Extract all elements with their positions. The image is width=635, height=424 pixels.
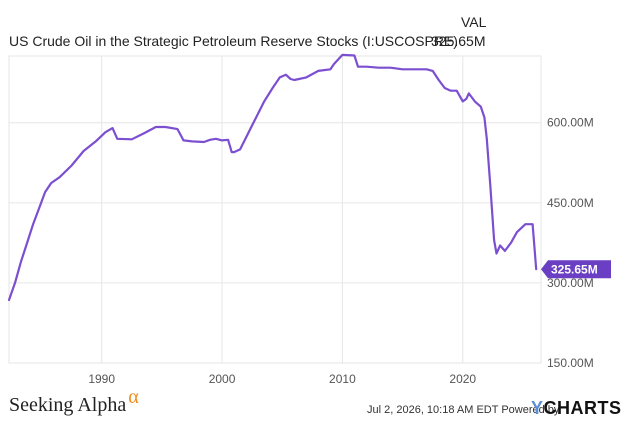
series-layer	[7, 53, 538, 302]
alpha-mark: α	[128, 386, 139, 408]
plot-frame	[8, 55, 542, 364]
value-column-header: VAL	[461, 14, 487, 30]
footer-attribution: Jul 2, 2026, 10:18 AM EDT Powered by	[367, 404, 559, 416]
x-tick-label: 2010	[329, 372, 356, 386]
x-tick-label: 2020	[449, 372, 476, 386]
last-value-label: 325.65M	[551, 263, 598, 277]
series-line	[7, 53, 538, 302]
last-value-badge	[541, 260, 611, 279]
seeking-alpha-logo[interactable]: Seeking Alpha α	[9, 386, 139, 417]
brand-name: Seeking Alpha	[9, 394, 127, 416]
ycharts-logo[interactable]: YCHARTS	[531, 398, 622, 419]
y-tick-label: 300.00M	[547, 276, 594, 290]
x-tick-label: 2000	[209, 372, 236, 386]
ycharts-rest: CHARTS	[543, 398, 622, 418]
last-value-layer: 325.65M	[541, 260, 611, 279]
grid	[8, 55, 542, 364]
series-name[interactable]: US Crude Oil in the Strategic Petroleum …	[9, 33, 458, 49]
y-tick-label: 450.00M	[547, 196, 594, 210]
y-tick-label: 150.00M	[547, 356, 594, 370]
y-tick-label: 600.00M	[547, 116, 594, 130]
series-value: 325.65M	[431, 33, 486, 49]
x-tick-label: 1990	[88, 372, 115, 386]
timestamp: Jul 2, 2026, 10:18 AM EDT	[367, 404, 499, 416]
axes: 1990 2000 2010 2020 150.00M 300.00M 450.00M 600…	[88, 116, 593, 386]
ycharts-y: Y	[531, 398, 544, 418]
powered-by-label: Powered by	[501, 404, 560, 416]
